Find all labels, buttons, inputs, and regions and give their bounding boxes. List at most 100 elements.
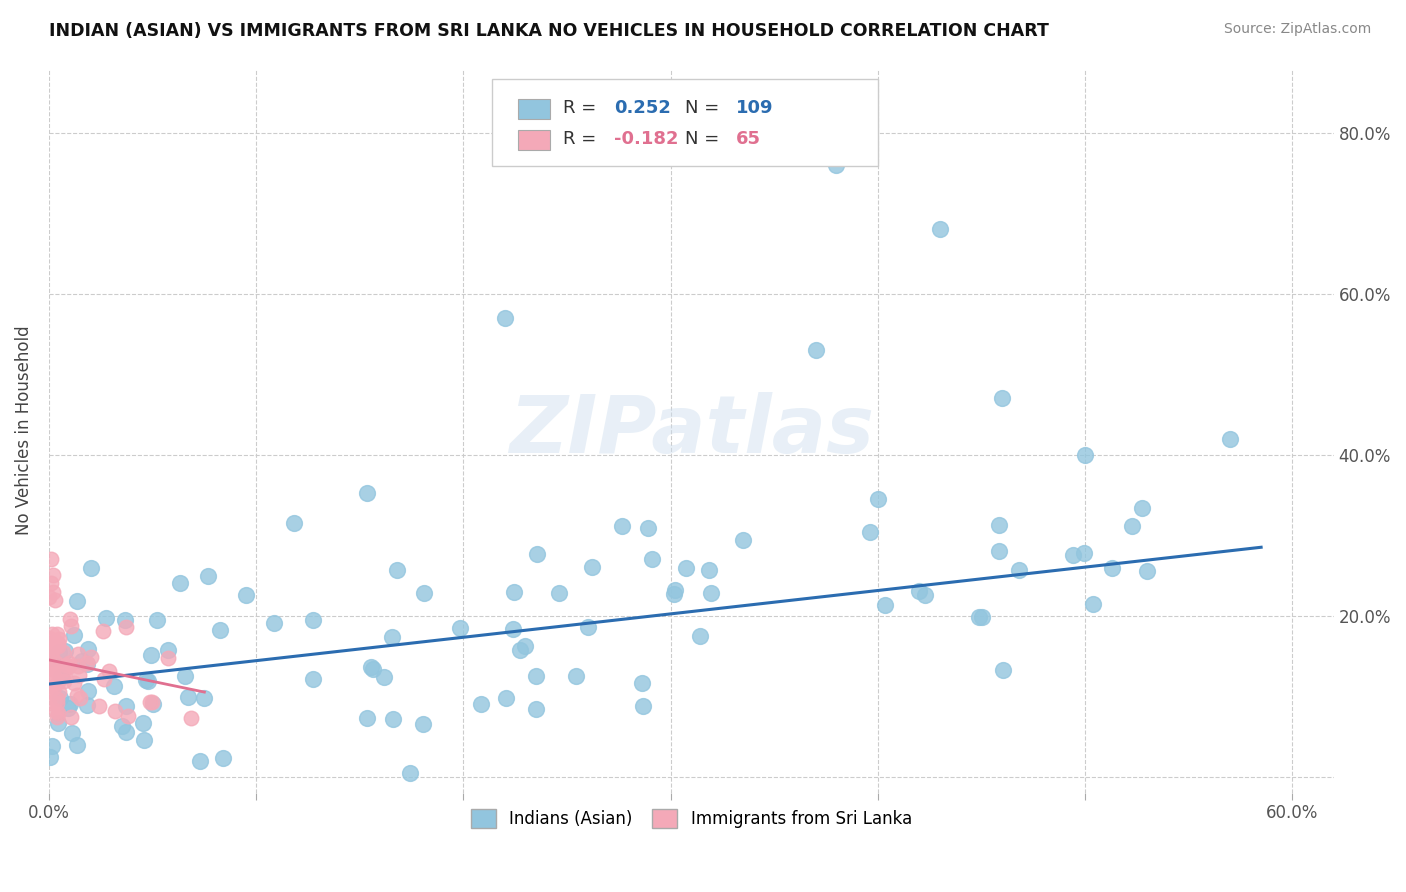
Point: [91, 624, 114, 638]
Point: [929, 222, 952, 236]
Point: [55, 658, 77, 673]
Point: [49, 691, 72, 706]
Point: [117, 709, 139, 723]
Point: [1081, 597, 1104, 611]
Point: [42, 666, 65, 681]
Point: [48, 644, 70, 658]
Point: [967, 609, 990, 624]
Point: [66, 688, 89, 702]
Point: [987, 543, 1010, 558]
Point: [41, 660, 63, 674]
Point: [283, 516, 305, 530]
Point: [58, 656, 80, 670]
Point: [76, 657, 98, 671]
Point: [382, 712, 405, 726]
Point: [44, 592, 66, 607]
Point: [52, 644, 75, 658]
Point: [63, 676, 86, 690]
Point: [114, 613, 136, 627]
Point: [46, 639, 69, 653]
Point: [641, 552, 664, 566]
Point: [524, 702, 547, 716]
Point: [45, 656, 67, 670]
Point: [38, 683, 60, 698]
Point: [46, 715, 69, 730]
Text: Source: ZipAtlas.com: Source: ZipAtlas.com: [1223, 22, 1371, 37]
Point: [67, 668, 90, 682]
Text: R =: R =: [562, 99, 602, 118]
Point: [53, 674, 76, 689]
Legend: Indians (Asian), Immigrants from Sri Lanka: Indians (Asian), Immigrants from Sri Lan…: [464, 803, 918, 835]
Point: [859, 524, 882, 539]
Text: N =: N =: [685, 99, 718, 118]
Point: [104, 704, 127, 718]
Point: [46, 675, 69, 690]
Point: [970, 610, 993, 624]
Point: [52, 666, 75, 681]
Point: [139, 695, 162, 709]
Point: [69, 690, 91, 705]
Point: [526, 669, 548, 683]
Point: [360, 660, 382, 674]
Point: [77, 641, 100, 656]
Point: [48, 706, 70, 720]
Point: [93, 672, 115, 686]
Point: [80, 561, 103, 575]
Point: [46, 635, 69, 649]
Point: [197, 569, 219, 583]
Point: [42, 584, 65, 599]
Point: [502, 623, 524, 637]
Point: [48, 685, 70, 699]
Point: [689, 629, 711, 643]
Point: [38, 590, 60, 604]
Point: [38, 631, 60, 645]
Point: [700, 586, 723, 600]
Point: [399, 765, 422, 780]
Point: [156, 643, 179, 657]
Point: [193, 690, 215, 705]
Point: [65, 593, 87, 607]
Point: [39, 646, 62, 660]
Point: [610, 519, 633, 533]
Point: [263, 615, 285, 630]
Point: [581, 560, 603, 574]
Point: [66, 659, 89, 673]
Point: [41, 651, 63, 665]
Point: [412, 717, 434, 731]
Point: [45, 627, 67, 641]
Point: [509, 643, 531, 657]
Point: [176, 690, 198, 704]
Point: [169, 576, 191, 591]
Point: [39, 552, 62, 566]
Point: [41, 674, 63, 689]
Point: [675, 561, 697, 575]
Point: [44, 640, 66, 654]
Point: [41, 627, 63, 641]
Point: [209, 623, 232, 637]
Point: [301, 672, 323, 686]
Point: [662, 587, 685, 601]
Point: [115, 724, 138, 739]
Point: [387, 563, 409, 577]
Point: [59, 612, 82, 626]
Point: [991, 392, 1014, 406]
Point: [41, 662, 63, 676]
Point: [495, 691, 517, 706]
Point: [98, 664, 121, 678]
Point: [76, 698, 98, 712]
Point: [180, 711, 202, 725]
Point: [111, 719, 134, 733]
Point: [914, 588, 936, 602]
Point: [59, 697, 82, 711]
Point: [470, 697, 492, 711]
Point: [45, 691, 67, 706]
Point: [49, 670, 72, 684]
Point: [45, 704, 67, 718]
Point: [38, 652, 60, 666]
Point: [38, 696, 60, 710]
Point: [56, 701, 79, 715]
Point: [356, 711, 378, 725]
Point: [547, 586, 569, 600]
Point: [413, 586, 436, 600]
Text: -0.182: -0.182: [614, 129, 679, 148]
